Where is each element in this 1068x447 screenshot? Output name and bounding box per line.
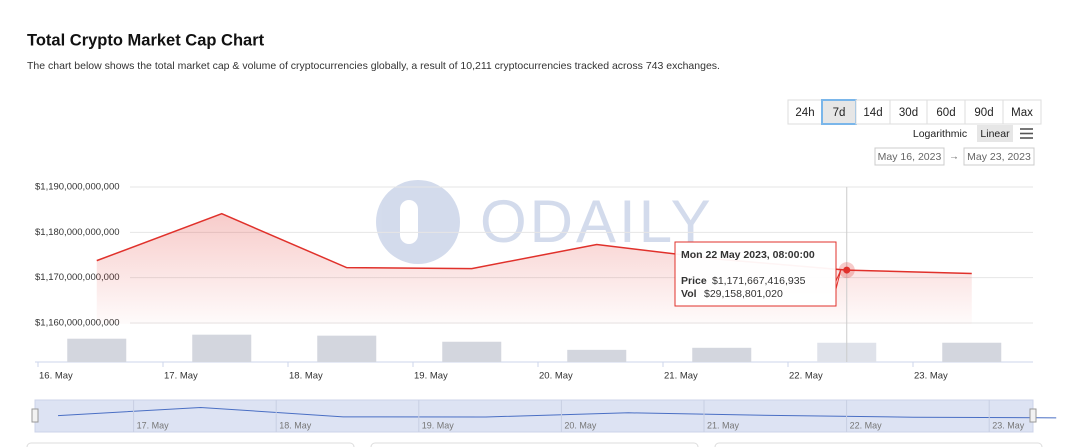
range-button-label[interactable]: 24h — [795, 107, 814, 119]
x-tick-label: 17. May — [164, 371, 198, 382]
volume-bar — [692, 347, 752, 362]
y-tick-label: $1,180,000,000,000 — [35, 227, 120, 238]
y-tick-label: $1,190,000,000,000 — [35, 182, 120, 193]
watermark-logo-cut — [400, 200, 418, 244]
navigator-line — [57, 406, 1057, 419]
y-tick-label: $1,170,000,000,000 — [35, 272, 120, 283]
tooltip-title: Mon 22 May 2023, 08:00:00 — [681, 249, 815, 261]
navigator-handle[interactable] — [1029, 408, 1037, 423]
navigator-tick-label: 20. May — [564, 420, 597, 430]
date-to[interactable]: May 23, 2023 — [967, 151, 1031, 163]
range-button-label[interactable]: 7d — [833, 107, 846, 119]
menu-icon[interactable] — [1020, 128, 1033, 139]
chart-title: Total Crypto Market Cap Chart — [27, 31, 265, 49]
tooltip-price-name: Price — [681, 275, 707, 287]
watermark: ODAILY — [376, 180, 714, 264]
tooltip-price: $1,171,667,416,935 — [712, 275, 806, 287]
chart-subtitle: The chart below shows the total market c… — [27, 60, 720, 72]
range-button-label[interactable]: 30d — [899, 107, 918, 119]
volume-bar — [317, 335, 377, 362]
range-button[interactable] — [821, 99, 857, 125]
volume-bar — [442, 341, 502, 362]
range-button[interactable] — [889, 99, 928, 125]
watermark-text: ODAILY — [480, 188, 714, 255]
x-tick-label: 16. May — [39, 371, 73, 382]
range-button[interactable] — [964, 99, 1004, 125]
volume-bar — [67, 338, 127, 362]
range-button-label[interactable]: 14d — [863, 107, 882, 119]
tooltip — [674, 241, 837, 307]
x-tick-label: 21. May — [664, 371, 698, 382]
navigator-tick-label: 22. May — [850, 420, 883, 430]
hover-point — [843, 266, 851, 274]
card — [714, 442, 1043, 447]
scale-option[interactable]: Logarithmic — [913, 128, 967, 140]
date-input[interactable] — [874, 147, 945, 166]
watermark-logo — [376, 180, 460, 264]
range-button-label[interactable]: 90d — [974, 107, 993, 119]
scale-option[interactable]: Linear — [980, 128, 1010, 140]
navigator-handle[interactable] — [31, 408, 39, 423]
range-button[interactable] — [926, 99, 966, 125]
navigator-tick-label: 21. May — [707, 420, 740, 430]
navigator-tick-label: 19. May — [422, 420, 455, 430]
scale-button[interactable] — [977, 125, 1013, 142]
y-tick-label: $1,160,000,000,000 — [35, 317, 120, 328]
x-tick-label: 18. May — [289, 371, 323, 382]
range-button[interactable] — [1002, 99, 1042, 125]
navigator-tick-label: 17. May — [137, 420, 170, 430]
volume-bar — [942, 342, 1002, 362]
range-button-label[interactable]: 60d — [936, 107, 955, 119]
x-tick-label: 22. May — [789, 371, 823, 382]
x-tick-label: 20. May — [539, 371, 573, 382]
navigator-tick-label: 23. May — [992, 420, 1025, 430]
x-tick-label: 19. May — [414, 371, 448, 382]
date-from[interactable]: May 16, 2023 — [878, 151, 942, 163]
range-button-label[interactable]: Max — [1011, 107, 1033, 119]
range-button[interactable] — [855, 99, 891, 125]
date-arrow: → — [949, 152, 959, 163]
volume-bar — [567, 349, 627, 362]
card — [370, 442, 699, 447]
tooltip-vol: $29,158,801,020 — [704, 288, 783, 300]
navigator-tick-label: 18. May — [279, 420, 312, 430]
x-tick-label: 23. May — [914, 371, 948, 382]
date-input[interactable] — [963, 147, 1035, 166]
volume-bar — [192, 334, 252, 362]
tooltip-vol-name: Vol — [681, 288, 697, 300]
card — [26, 442, 355, 447]
